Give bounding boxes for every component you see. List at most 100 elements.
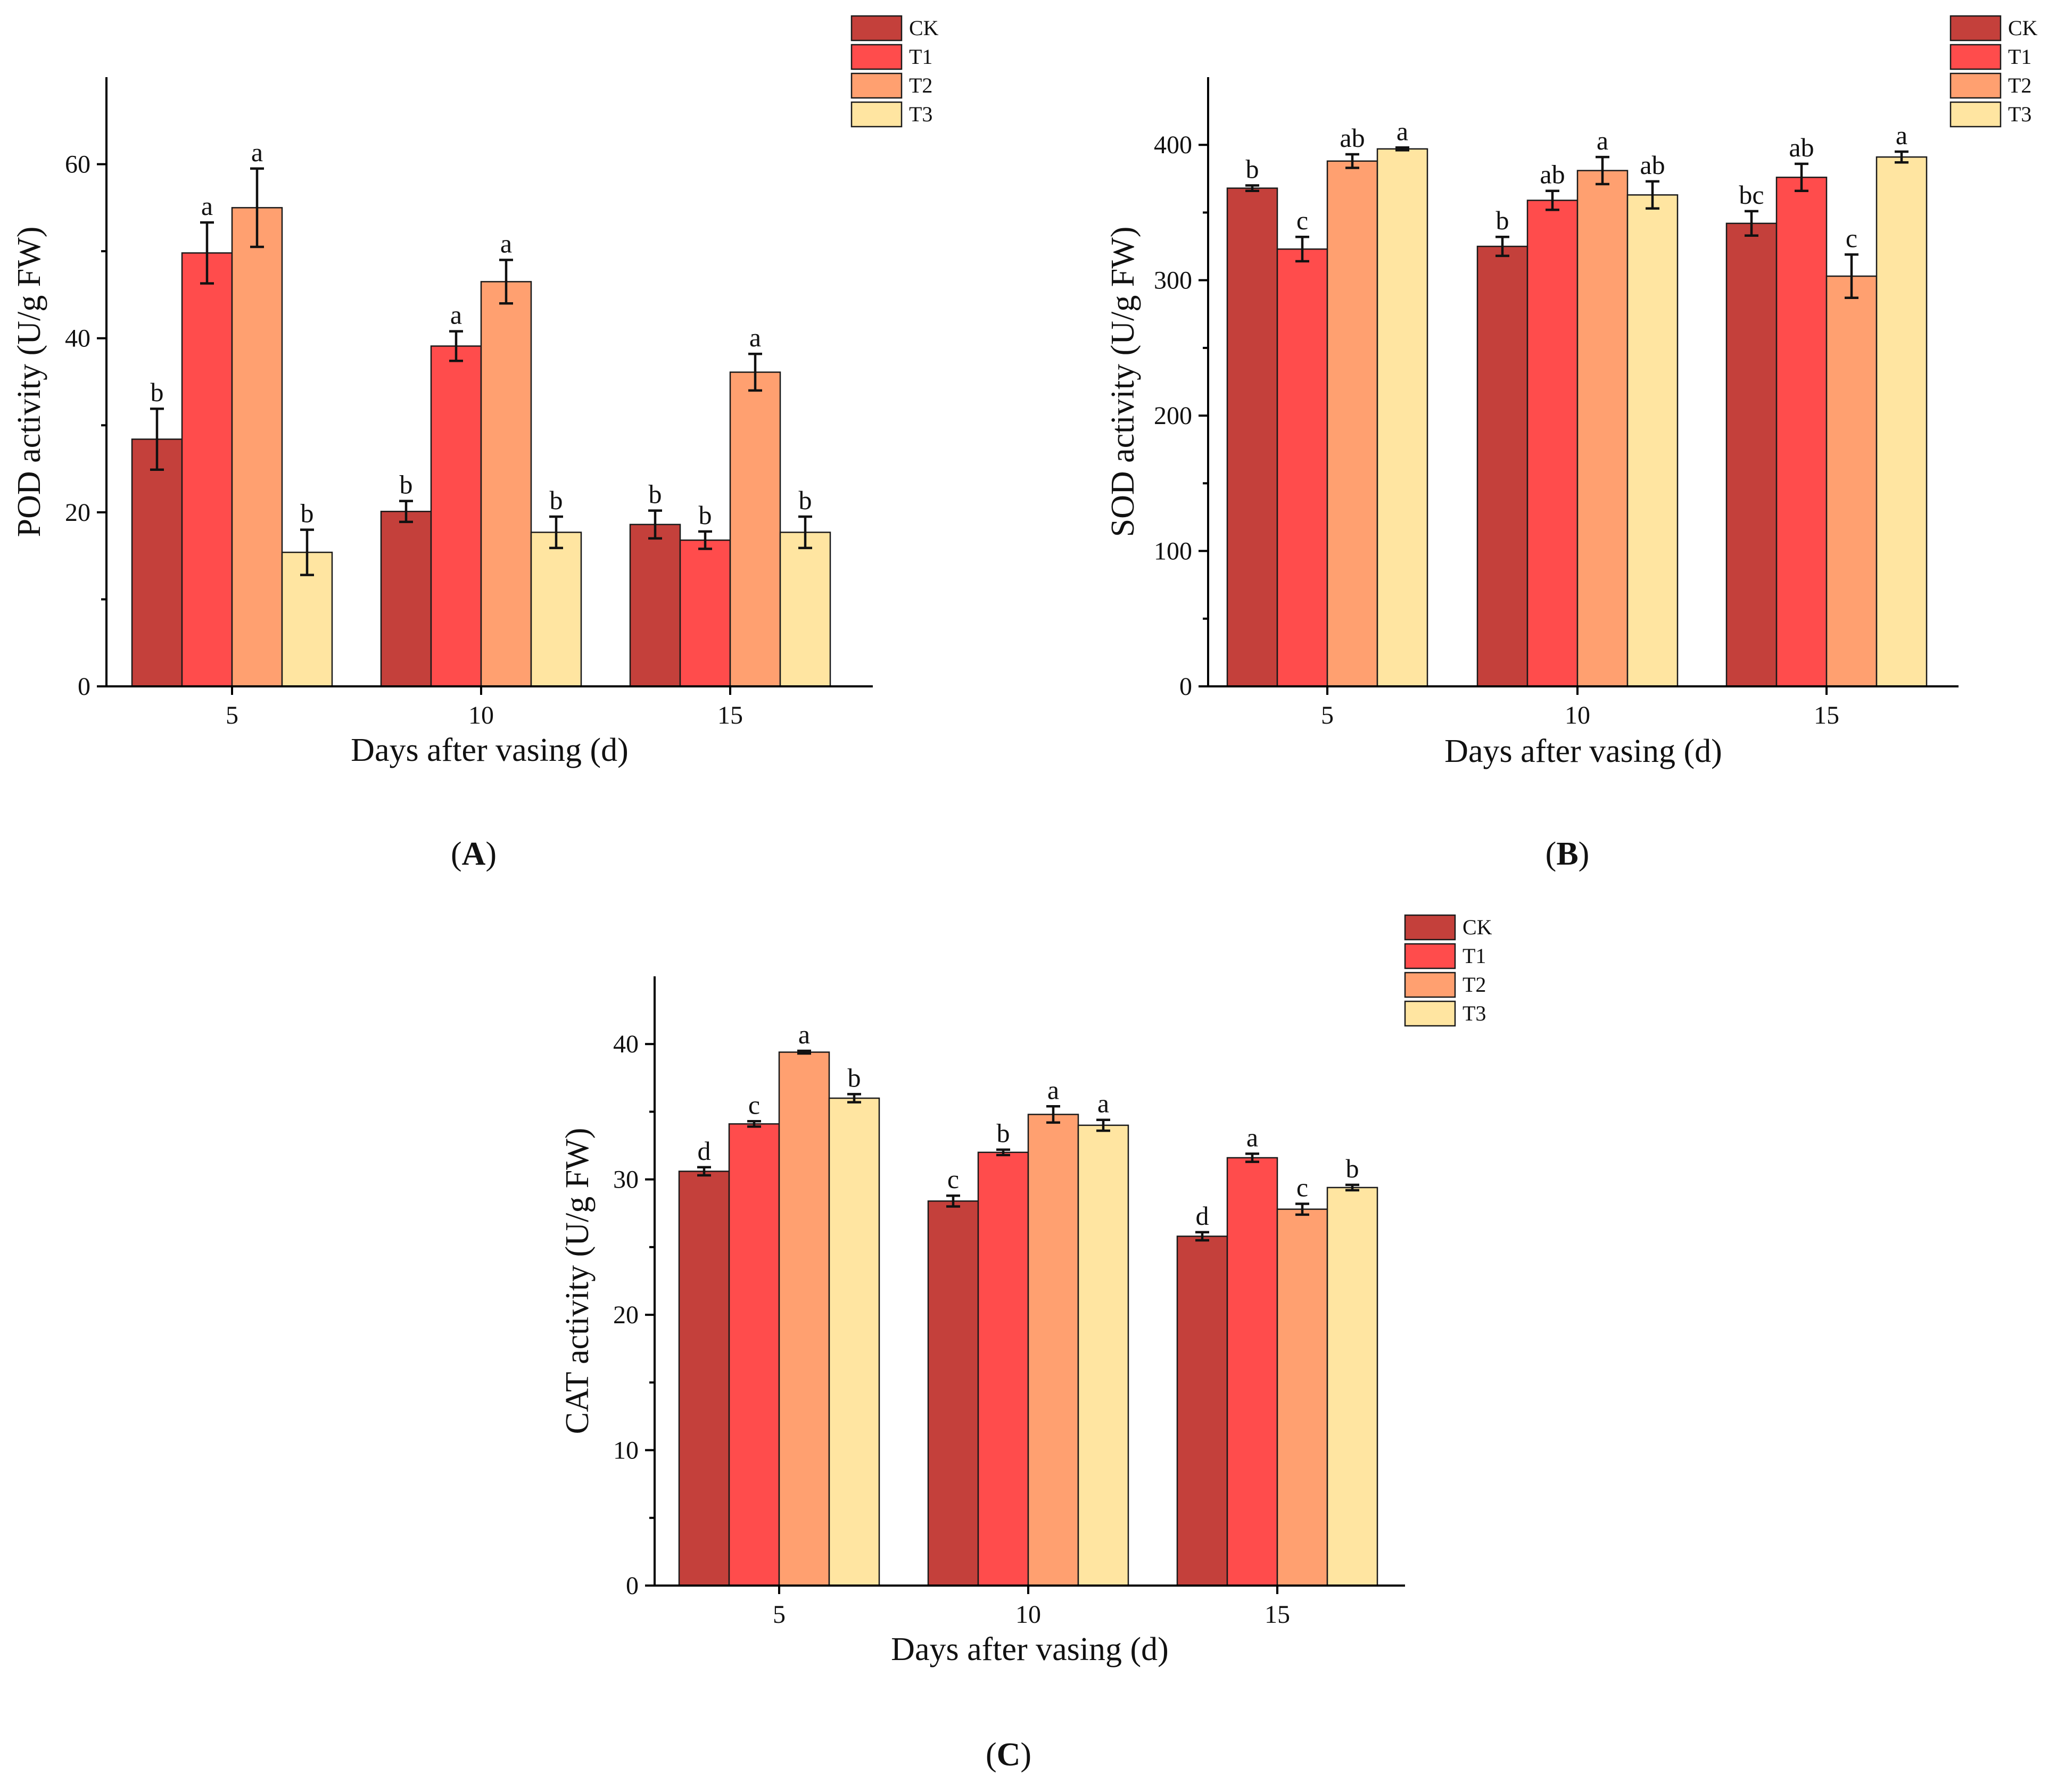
bar-CK-day-5	[678, 1171, 730, 1587]
significance-label: b	[649, 479, 662, 509]
error-bar-T3-day-10	[1096, 1118, 1110, 1132]
significance-label: b	[1346, 1154, 1359, 1183]
error-bar-CK-day-15	[648, 509, 662, 540]
legend: CK T1 T2 T3	[1404, 914, 1492, 1027]
error-bar-CK-day-10	[399, 500, 413, 524]
error-bar-T1-day-5	[1295, 235, 1309, 263]
y-tick-label: 40	[613, 1030, 639, 1058]
significance-label: a	[251, 137, 263, 167]
bar-T3-day-15	[1876, 156, 1928, 687]
x-tick-label: 5	[1321, 701, 1334, 729]
error-bar-T1-day-15	[698, 530, 712, 550]
bar-T2-day-10	[1576, 170, 1629, 687]
panel-label: (B)	[1546, 836, 1590, 872]
x-tick-label: 15	[1265, 1600, 1290, 1629]
y-tick-label: 100	[1154, 537, 1192, 566]
legend-label-CK: CK	[1463, 915, 1492, 939]
legend-swatch-T2	[850, 72, 903, 99]
bar-T1-day-10	[977, 1151, 1029, 1587]
panel-c: d c d c b a a a c b a b 0 10 20 30 40 5 10 15 Days after vas…	[559, 914, 1492, 1773]
bar-CK-day-10	[1476, 245, 1529, 687]
y-tick-label: 30	[613, 1166, 639, 1194]
x-axis-title: Days after vasing (d)	[891, 1631, 1169, 1667]
bar-T3-day-15	[1326, 1187, 1378, 1587]
bar-T3-day-10	[1077, 1124, 1129, 1587]
bar-CK-day-10	[380, 510, 432, 687]
significance-label: b	[550, 485, 563, 515]
x-tick-label: 5	[226, 701, 238, 729]
significance-label: a	[201, 191, 213, 221]
y-axis-title: SOD activity (U/g FW)	[1105, 227, 1141, 537]
y-axis-title: CAT activity (U/g FW)	[559, 1128, 596, 1434]
significance-label: a	[450, 300, 462, 330]
y-tick-label: 10	[613, 1437, 639, 1465]
panel-b: b b bc c ab ab ab a c a ab a 0 100 200 300 400 5 10 15 Days …	[1105, 15, 2038, 872]
y-tick-label: 60	[65, 151, 90, 179]
error-bar-T2-day-15	[1295, 1202, 1309, 1216]
bar-T1-day-10	[1526, 200, 1579, 687]
legend: CK T1 T2 T3	[850, 15, 939, 128]
legend-label-T2: T2	[909, 73, 932, 97]
error-bar-T3-day-10	[549, 515, 563, 550]
y-tick-label: 20	[613, 1301, 639, 1329]
bar-T1-day-5	[181, 252, 233, 687]
error-bar-T2-day-10	[499, 259, 513, 305]
y-tick-label: 0	[626, 1572, 639, 1600]
legend-label-T1: T1	[2008, 45, 2031, 69]
error-bar-T2-day-5	[797, 1049, 811, 1055]
significance-label: d	[698, 1136, 711, 1166]
y-tick-label: 0	[1179, 673, 1192, 701]
error-bar-T2-day-15	[748, 352, 762, 392]
significance-label: a	[500, 229, 512, 259]
error-bar-T3-day-15	[1895, 150, 1908, 164]
bar-T3-day-10	[1626, 194, 1679, 687]
y-tick-label: 200	[1154, 402, 1192, 430]
error-bar-T3-day-10	[1646, 180, 1659, 210]
significance-label: a	[749, 322, 761, 352]
legend-swatch-T3	[1404, 1000, 1456, 1027]
error-bar-CK-day-15	[1195, 1231, 1209, 1242]
bar-CK-day-5	[131, 438, 183, 687]
error-bar-T2-day-15	[1845, 253, 1858, 299]
significance-label: a	[1597, 126, 1608, 155]
error-bar-CK-day-5	[697, 1166, 711, 1177]
legend-swatch-T2	[1404, 972, 1456, 998]
bar-CK-day-15	[1725, 222, 1778, 687]
significance-label: b	[301, 499, 314, 528]
y-axis-title: POD activity (U/g FW)	[11, 227, 47, 537]
error-bar-CK-day-10	[1496, 235, 1509, 258]
significance-label: a	[1896, 120, 1907, 150]
bar-T2-day-5	[231, 207, 283, 687]
bar-T1-day-15	[1226, 1157, 1278, 1587]
significance-label: a	[798, 1019, 810, 1049]
x-axis-title: Days after vasing (d)	[351, 732, 629, 768]
legend-label-T3: T3	[909, 102, 932, 126]
bar-T1-day-10	[430, 345, 482, 687]
significance-label: b	[799, 485, 812, 515]
significance-label: ab	[1640, 150, 1665, 180]
significance-label: b	[848, 1063, 861, 1092]
legend: CK T1 T2 T3	[1949, 15, 2038, 128]
legend-label-T2: T2	[1463, 973, 1486, 997]
significance-label: c	[1846, 223, 1857, 253]
y-tick-label: 0	[78, 673, 90, 701]
y-tick-label: 400	[1154, 131, 1192, 159]
x-tick-label: 15	[1814, 701, 1839, 729]
x-tick-label: 5	[773, 1600, 786, 1629]
legend-label-CK: CK	[909, 16, 939, 40]
error-bar-CK-day-5	[150, 407, 164, 471]
legend-swatch-T1	[1949, 44, 2002, 70]
legend-swatch-CK	[1404, 914, 1456, 941]
error-bar-T1-day-5	[747, 1120, 761, 1128]
error-bar-T3-day-5	[300, 528, 314, 576]
legend-swatch-T3	[850, 101, 903, 128]
bar-T3-day-5	[828, 1097, 880, 1587]
significance-label: a	[1047, 1075, 1059, 1105]
legend-swatch-CK	[1949, 15, 2002, 42]
error-bar-CK-day-5	[1245, 184, 1259, 192]
legend-swatch-T1	[850, 44, 903, 70]
significance-label: a	[1397, 116, 1408, 146]
legend-swatch-T1	[1404, 943, 1456, 969]
bar-CK-day-15	[629, 524, 681, 687]
significance-label: b	[151, 377, 164, 407]
